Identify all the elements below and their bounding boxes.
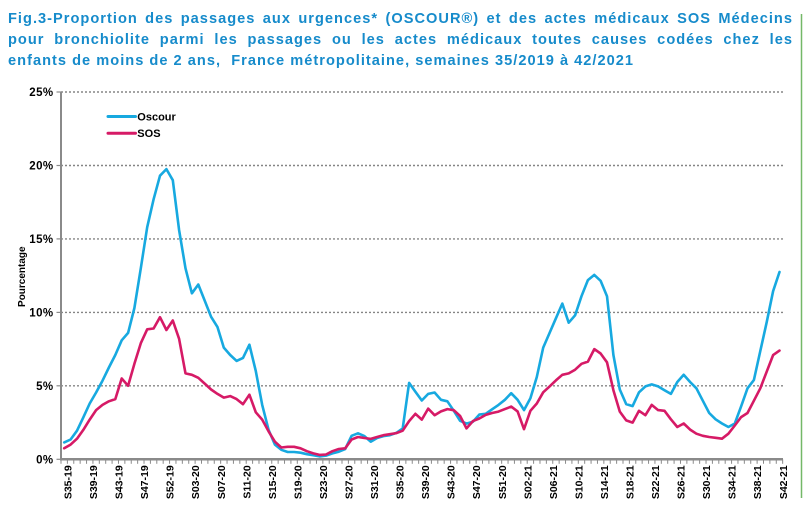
svg-text:S19-20: S19-20 <box>292 465 304 499</box>
svg-text:S22-21: S22-21 <box>650 465 662 499</box>
svg-text:S18-21: S18-21 <box>624 465 636 499</box>
svg-text:5%: 5% <box>36 381 53 393</box>
svg-text:S39-19: S39-19 <box>88 465 100 499</box>
svg-text:S47-19: S47-19 <box>139 465 151 499</box>
svg-text:S43-20: S43-20 <box>446 465 458 499</box>
svg-text:S15-20: S15-20 <box>267 465 279 499</box>
svg-text:S30-21: S30-21 <box>701 465 713 499</box>
svg-text:S03-20: S03-20 <box>190 465 202 499</box>
svg-text:20%: 20% <box>29 161 53 173</box>
svg-text:S43-19: S43-19 <box>114 465 126 499</box>
svg-text:S42-21: S42-21 <box>778 465 790 499</box>
svg-text:S31-20: S31-20 <box>369 465 381 499</box>
svg-text:S26-21: S26-21 <box>676 465 688 499</box>
svg-text:SOS: SOS <box>137 128 160 140</box>
svg-text:S10-21: S10-21 <box>573 465 585 499</box>
svg-text:S51-20: S51-20 <box>497 465 509 499</box>
svg-text:15%: 15% <box>29 234 53 246</box>
svg-text:25%: 25% <box>29 87 53 99</box>
svg-text:S35-20: S35-20 <box>395 465 407 499</box>
svg-text:S14-21: S14-21 <box>599 465 611 499</box>
svg-text:10%: 10% <box>29 307 53 319</box>
svg-text:S11-20: S11-20 <box>241 465 253 498</box>
svg-text:S38-21: S38-21 <box>752 465 764 499</box>
svg-text:S27-20: S27-20 <box>343 465 355 499</box>
svg-text:S39-20: S39-20 <box>420 465 432 499</box>
svg-text:S52-19: S52-19 <box>165 465 177 499</box>
svg-text:S34-21: S34-21 <box>727 465 739 499</box>
svg-text:Pourcentage: Pourcentage <box>17 246 28 307</box>
svg-text:0%: 0% <box>36 454 53 466</box>
svg-text:S02-21: S02-21 <box>522 465 534 499</box>
svg-text:Oscour: Oscour <box>137 111 176 123</box>
svg-text:S07-20: S07-20 <box>216 465 228 499</box>
svg-text:S23-20: S23-20 <box>318 465 330 499</box>
svg-text:S47-20: S47-20 <box>471 465 483 499</box>
svg-text:S35-19: S35-19 <box>62 465 74 499</box>
svg-text:S06-21: S06-21 <box>548 465 560 499</box>
